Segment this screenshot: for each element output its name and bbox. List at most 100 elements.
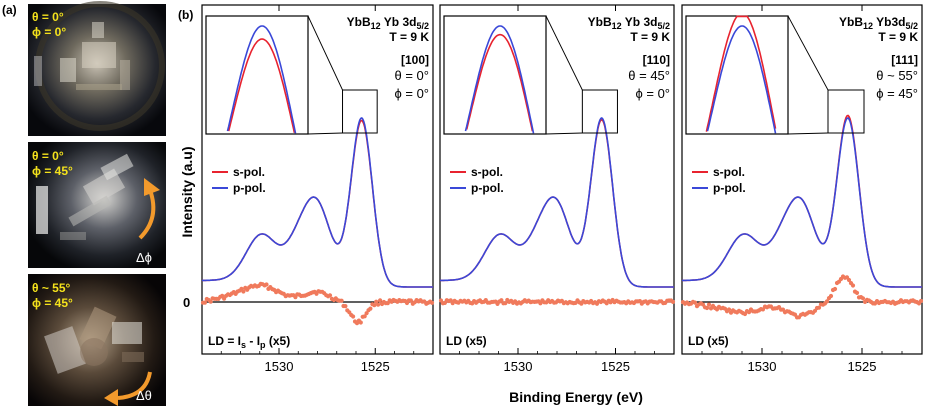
x-axis-label: Binding Energy (eV) — [509, 389, 643, 405]
ld-point — [241, 289, 246, 294]
legend-s-pol-label: s-pol. — [471, 165, 503, 179]
photo1-theta-label: θ = 0° — [32, 10, 64, 24]
ld-point — [726, 307, 732, 312]
p-pol-curve — [440, 117, 674, 288]
photo2-theta-label: θ = 0° — [32, 149, 64, 163]
ld-label: LD = Is - Ip (x5) — [208, 334, 290, 350]
temperature-label: T = 9 K — [389, 30, 429, 44]
legend-p-pol-label: p-pol. — [233, 181, 266, 195]
ld-point — [503, 301, 508, 306]
ld-point — [351, 314, 356, 319]
legend-s-pol-label: s-pol. — [713, 165, 745, 179]
temperature-label: T = 9 K — [630, 30, 670, 44]
zoom-box — [581, 89, 618, 134]
zoom-connector-top — [307, 15, 343, 91]
phi-label: ϕ = 45° — [876, 86, 918, 101]
theta-label: θ = 0° — [395, 68, 429, 83]
ld-point — [499, 298, 504, 303]
zoom-connector-top — [787, 15, 829, 91]
photo2-phi-label: ϕ = 45° — [32, 164, 73, 178]
photo-theta0-phi45: θ = 0° ϕ = 45° Δϕ — [28, 142, 166, 268]
ld-label: LD (x5) — [688, 334, 729, 348]
ld-point — [408, 298, 413, 303]
ld-point — [692, 300, 698, 305]
ld-point — [378, 298, 383, 303]
zoom-box — [827, 89, 865, 134]
inset-p-pol-curve — [706, 25, 777, 134]
direction-label: [100] — [401, 53, 429, 67]
ld-point — [429, 300, 435, 305]
arrow-head-phi — [144, 178, 160, 196]
ld-point — [343, 304, 348, 309]
ld-point — [362, 314, 367, 319]
ld-label: LD (x5) — [446, 334, 487, 348]
inset-p-pol-curve — [226, 25, 297, 134]
ld-point — [824, 299, 830, 304]
zoom-connector-bottom — [307, 132, 343, 135]
photo-theta55-phi45: θ ~ 55° ϕ = 45° Δθ — [28, 274, 166, 406]
delta-phi-label: Δϕ — [136, 250, 152, 265]
ld-point — [860, 296, 866, 301]
direction-label: [111] — [891, 53, 918, 67]
theta-label: θ = 45° — [628, 68, 670, 83]
ld-point — [854, 290, 860, 295]
ld-point — [372, 303, 377, 308]
inset-p-pol-curve — [464, 25, 535, 134]
ld-point — [670, 299, 676, 304]
ld-point — [816, 305, 822, 310]
chart-panel-3: 1530 1525 YbB12 Yb3d5/2T = 9 K [111]θ ~ 55°… — [680, 4, 924, 374]
s-pol-curve — [202, 119, 433, 288]
panel-title: YbB12 Yb 3d5/2 — [588, 15, 670, 31]
arrow-head-theta — [104, 389, 118, 406]
x-tick-label: 1525 — [601, 359, 630, 374]
x-tick-label: 1530 — [748, 359, 777, 374]
panel-title: YbB12 Yb3d5/2 — [839, 15, 918, 31]
y-axis-label: Intensity (a.u) — [179, 146, 195, 237]
rotation-arrow-phi — [138, 189, 156, 240]
x-tick-label: 1525 — [848, 359, 877, 374]
ld-point — [339, 298, 344, 303]
phi-label: ϕ = 0° — [635, 86, 670, 101]
inset-s-pol-curve — [227, 38, 296, 133]
ld-point — [202, 300, 207, 305]
ld-point — [368, 306, 373, 311]
photo1-phi-label: ϕ = 0° — [32, 25, 66, 39]
x-tick-label: 1525 — [361, 359, 390, 374]
zoom-box — [342, 89, 378, 134]
ld-point — [208, 299, 213, 304]
ld-point — [832, 286, 838, 292]
phi-label: ϕ = 0° — [394, 86, 429, 101]
panel-b-label: (b) — [178, 8, 193, 22]
legend-p-pol-label: p-pol. — [713, 181, 746, 195]
ld-point — [704, 305, 710, 311]
ld-point — [327, 293, 333, 298]
panel-a-label: (a) — [2, 3, 17, 17]
chart-panel-1: 1530 1525 YbB12 Yb 3d5/2T = 9 K [100]θ = 0°… — [200, 4, 435, 374]
photo-theta0-phi0: θ = 0° ϕ = 0° — [28, 1, 166, 136]
photo3-theta-label: θ ~ 55° — [32, 281, 71, 295]
s-pol-curve — [682, 114, 922, 288]
temperature-label: T = 9 K — [878, 30, 918, 44]
ld-point — [850, 283, 856, 288]
direction-label: [110] — [643, 53, 670, 67]
ld-point — [828, 293, 834, 299]
ld-point — [264, 282, 269, 287]
chart-panel-2: 1530 1525 YbB12 Yb 3d5/2T = 9 K [110]θ = 45… — [438, 4, 676, 374]
inset-s-pol-curve — [465, 33, 534, 132]
s-pol-curve — [440, 118, 674, 288]
legend-s-pol-label: s-pol. — [233, 165, 265, 179]
panel-title: YbB12 Yb 3d5/2 — [347, 15, 429, 31]
zoom-connector-bottom — [787, 132, 829, 135]
p-pol-curve — [682, 117, 922, 288]
photo3-phi-label: ϕ = 45° — [32, 296, 73, 310]
zero-label: 0 — [183, 295, 190, 310]
legend-p-pol-label: p-pol. — [471, 181, 504, 195]
delta-theta-label: Δθ — [136, 388, 152, 403]
zoom-connector-bottom — [545, 132, 583, 135]
ld-point — [358, 320, 363, 325]
ld-point — [918, 298, 924, 304]
ld-point — [376, 302, 381, 307]
x-tick-label: 1530 — [504, 359, 533, 374]
